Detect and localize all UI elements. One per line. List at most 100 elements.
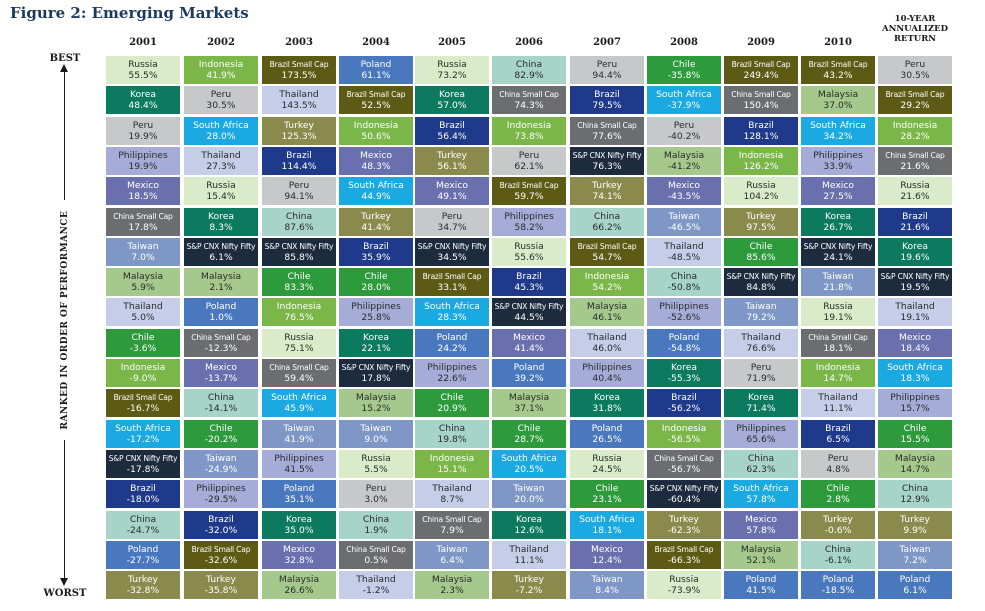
market-return: 45.9% (284, 403, 314, 415)
market-cell: Poland -18.5% (801, 571, 875, 600)
market-cell: Malaysia 46.1% (570, 298, 644, 327)
market-return: 46.0% (592, 342, 622, 354)
market-cell: S&P CNX Nifty Fifty 24.1% (801, 237, 875, 266)
market-name: Taiwan (360, 422, 392, 434)
market-return: 19.6% (900, 251, 930, 263)
market-name: Malaysia (817, 89, 859, 101)
market-cell: China Small Cap 77.6% (570, 116, 644, 145)
market-cell: Thailand 8.7% (415, 480, 489, 509)
market-cell: China Small Cap 150.4% (724, 86, 798, 115)
market-name: Chile (826, 483, 850, 495)
market-return: 19.1% (900, 312, 930, 324)
market-return: 74.3% (514, 100, 544, 112)
market-return: 8.4% (595, 585, 619, 597)
market-cell: China 19.8% (415, 419, 489, 448)
market-name: S&P CNX Nifty Fifty (108, 453, 178, 463)
market-name: Russia (284, 331, 314, 343)
market-name: Brazil Small Cap (499, 181, 559, 191)
market-name: Peru (132, 119, 154, 131)
market-return: 19.1% (823, 312, 853, 324)
market-cell: Brazil Small Cap 52.5% (339, 86, 413, 115)
market-cell: Turkey 56.1% (415, 146, 489, 175)
market-name: Peru (673, 119, 695, 131)
market-return: 41.5% (284, 463, 314, 475)
market-return: 71.9% (746, 373, 776, 384)
market-name: Turkey (128, 574, 158, 586)
market-cell: China Small Cap 0.5% (339, 540, 413, 569)
market-cell: Chile 83.3% (262, 268, 336, 297)
market-cell: China -14.1% (184, 389, 258, 418)
market-return: 9.9% (903, 524, 927, 536)
market-name: Taiwan (668, 210, 700, 222)
market-cell: China Small Cap -56.7% (647, 449, 721, 478)
market-name: Korea (285, 513, 313, 525)
market-name: Indonesia (506, 119, 552, 131)
market-cell: China Small Cap 21.6% (878, 146, 952, 175)
market-cell: Poland -27.7% (106, 540, 180, 569)
market-name: Malaysia (355, 392, 397, 404)
market-cell: Malaysia 2.3% (415, 571, 489, 600)
market-name: Brazil (208, 513, 234, 525)
market-return: -73.9% (667, 585, 701, 597)
market-return: 62.1% (514, 160, 544, 172)
market-return: 18.4% (900, 342, 930, 354)
market-cell: Mexico -43.5% (647, 177, 721, 206)
market-cell: Peru 94.1% (262, 177, 336, 206)
market-cell: Mexico 57.8% (724, 510, 798, 539)
market-cell: Peru 30.5% (184, 86, 258, 115)
market-return: 54.7% (592, 251, 622, 263)
market-name: South Africa (348, 180, 404, 192)
market-return: 24.1% (823, 251, 853, 263)
market-cell: Indonesia 73.8% (492, 116, 566, 145)
market-name: Poland (899, 574, 931, 586)
market-cell: Russia 15.4% (184, 177, 258, 206)
market-return: 71.4% (746, 403, 776, 415)
market-return: 20.5% (514, 463, 544, 475)
market-cell: Korea 22.1% (339, 328, 413, 357)
market-cell: Peru 94.4% (570, 56, 644, 84)
market-return: -13.7% (204, 373, 238, 384)
market-return: 26.6% (284, 585, 314, 597)
market-name: Malaysia (122, 271, 164, 283)
market-name: Indonesia (198, 59, 244, 70)
market-cell: Korea 31.8% (570, 389, 644, 418)
market-cell: Mexico 32.8% (262, 540, 336, 569)
market-name: Thailand (356, 574, 396, 586)
market-name: China (362, 513, 390, 525)
market-return: 40.4% (592, 373, 622, 384)
market-cell: Philippines -52.6% (647, 298, 721, 327)
market-return: 85.6% (746, 251, 776, 263)
market-return: 56.1% (437, 160, 467, 172)
market-return: 18.5% (128, 191, 158, 203)
market-return: 27.5% (823, 191, 853, 203)
market-cell: South Africa 57.8% (724, 480, 798, 509)
market-return: -24.7% (126, 524, 160, 536)
market-cell: Peru 3.0% (339, 480, 413, 509)
market-return: 41.5% (746, 585, 776, 597)
market-cell: Philippines 22.6% (415, 359, 489, 387)
market-return: 0.5% (364, 554, 388, 566)
market-return: -35.8% (667, 70, 701, 81)
market-name: Peru (441, 210, 463, 222)
market-cell: Brazil 35.9% (339, 237, 413, 266)
market-name: Korea (207, 210, 235, 222)
market-cell: Thailand -48.5% (647, 237, 721, 266)
market-name: Korea (129, 89, 157, 101)
market-name: Mexico (590, 543, 624, 555)
market-return: -24.9% (204, 463, 238, 475)
market-name: Mexico (126, 180, 160, 192)
market-cell: China 82.9% (492, 56, 566, 84)
market-return: -56.7% (667, 463, 701, 475)
market-name: Philippines (659, 301, 709, 313)
market-return: 2.3% (440, 585, 464, 597)
market-cell: Philippines 65.6% (724, 419, 798, 448)
market-cell: Thailand 11.1% (801, 389, 875, 418)
market-name: Korea (593, 392, 621, 404)
market-name: Thailand (432, 483, 472, 495)
market-return: 6.1% (903, 585, 927, 597)
market-cell: S&P CNX Nifty Fifty 84.8% (724, 268, 798, 297)
market-name: China Small Cap (346, 544, 406, 554)
market-return: -9.0% (129, 373, 157, 384)
market-cell: Philippines 15.7% (878, 389, 952, 418)
market-cell: Poland 26.5% (570, 419, 644, 448)
